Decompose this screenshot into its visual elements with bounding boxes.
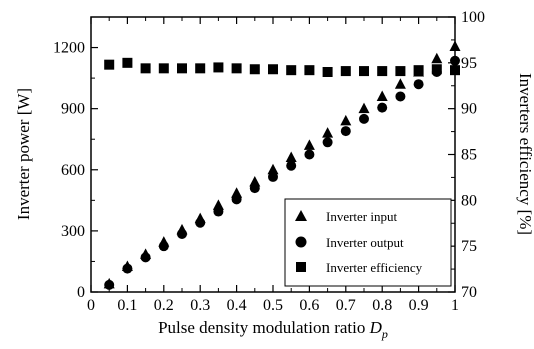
data-marks [103, 40, 461, 290]
x-tick-label: 1 [451, 297, 459, 314]
output-point [249, 183, 260, 194]
efficiency-point [304, 65, 315, 76]
efficiency-point [122, 57, 133, 68]
y-left-tick-label: 0 [77, 284, 85, 301]
x-tick-label: 0.6 [299, 297, 319, 314]
efficiency-point [377, 66, 388, 77]
output-point [286, 160, 297, 171]
input-point [449, 40, 461, 52]
input-point [358, 102, 370, 114]
y-right-tick-label: 75 [461, 238, 477, 255]
output-point [140, 252, 151, 263]
output-point [231, 194, 242, 205]
output-point [213, 206, 224, 217]
output-point [304, 149, 315, 160]
output-point [413, 79, 424, 90]
x-tick-label: 0.2 [154, 297, 174, 314]
x-tick-label: 0.9 [409, 297, 429, 314]
y-left-tick-label: 300 [61, 223, 85, 240]
legend-label-efficiency: Inverter efficiency [326, 260, 423, 275]
legend-label-output: Inverter output [326, 235, 404, 250]
input-point [303, 139, 315, 150]
input-point [285, 151, 297, 163]
efficiency-point [359, 66, 369, 77]
output-point [158, 241, 169, 252]
efficiency-point [249, 64, 260, 75]
y-left-tick-label: 1200 [53, 40, 85, 57]
x-tick-label: 0.4 [227, 297, 247, 314]
output-point [122, 263, 133, 274]
y-right-tick-label: 95 [461, 55, 477, 72]
efficiency-point [268, 64, 278, 75]
legend-triangle-marker [295, 210, 307, 221]
x-tick-label: 0 [87, 297, 95, 314]
efficiency-point [213, 62, 224, 73]
efficiency-point [322, 67, 333, 77]
efficiency-point [413, 65, 424, 76]
legend-square-marker [296, 262, 306, 272]
efficiency-point [140, 63, 151, 74]
x-tick-label: 0.8 [372, 297, 392, 314]
y-axis-right-label: Inverters efficiency [%] [516, 73, 534, 235]
y-right-tick-label: 90 [461, 101, 477, 118]
output-point [268, 171, 278, 182]
input-point [431, 52, 443, 64]
efficiency-point [431, 64, 442, 75]
efficiency-point [195, 63, 206, 74]
input-point [212, 199, 224, 210]
output-point [104, 279, 115, 290]
y-left-tick-label: 900 [61, 101, 85, 118]
legend: Inverter input Inverter output Inverter … [284, 198, 452, 287]
y-right-tick-label: 70 [461, 284, 477, 301]
x-tick-label: 0.1 [117, 297, 137, 314]
y-axis-left-label: Inverter power [W] [14, 88, 33, 220]
output-point [377, 102, 388, 113]
output-point [450, 55, 460, 66]
input-point [249, 176, 261, 187]
y-right-tick-label: 85 [461, 147, 477, 164]
axis-ticks: 0 0.1 0.2 0.3 0.4 0.5 0.6 0.7 0.8 0.9 1 0 300 600 900 1… [53, 9, 485, 314]
y-right-tick-label: 80 [461, 192, 477, 209]
efficiency-point [286, 65, 297, 76]
y-right-tick-label: 100 [461, 9, 485, 26]
output-point [340, 126, 351, 137]
output-point [177, 228, 187, 239]
input-point [394, 78, 406, 89]
x-axis-label: Pulse density modulation ratio Dp [158, 318, 388, 341]
output-point [195, 217, 206, 228]
y-left-tick-label: 600 [61, 162, 85, 179]
input-point [322, 127, 334, 138]
input-point [231, 187, 243, 198]
legend-label-input: Inverter input [326, 209, 398, 224]
input-point [376, 90, 388, 101]
x-tick-label: 0.3 [190, 297, 210, 314]
efficiency-point [450, 65, 460, 76]
input-point [340, 114, 352, 126]
legend-box [284, 198, 452, 287]
efficiency-point [395, 66, 406, 77]
output-point [395, 91, 406, 102]
x-tick-label: 0.7 [336, 297, 356, 314]
output-point [359, 113, 369, 124]
input-point [267, 163, 279, 175]
x-tick-label: 0.5 [263, 297, 283, 314]
efficiency-point [104, 59, 115, 70]
efficiency-point [158, 63, 169, 74]
efficiency-point [177, 63, 187, 74]
legend-circle-marker [295, 236, 307, 248]
efficiency-point [340, 66, 351, 77]
efficiency-point [231, 63, 242, 74]
output-point [322, 137, 333, 148]
